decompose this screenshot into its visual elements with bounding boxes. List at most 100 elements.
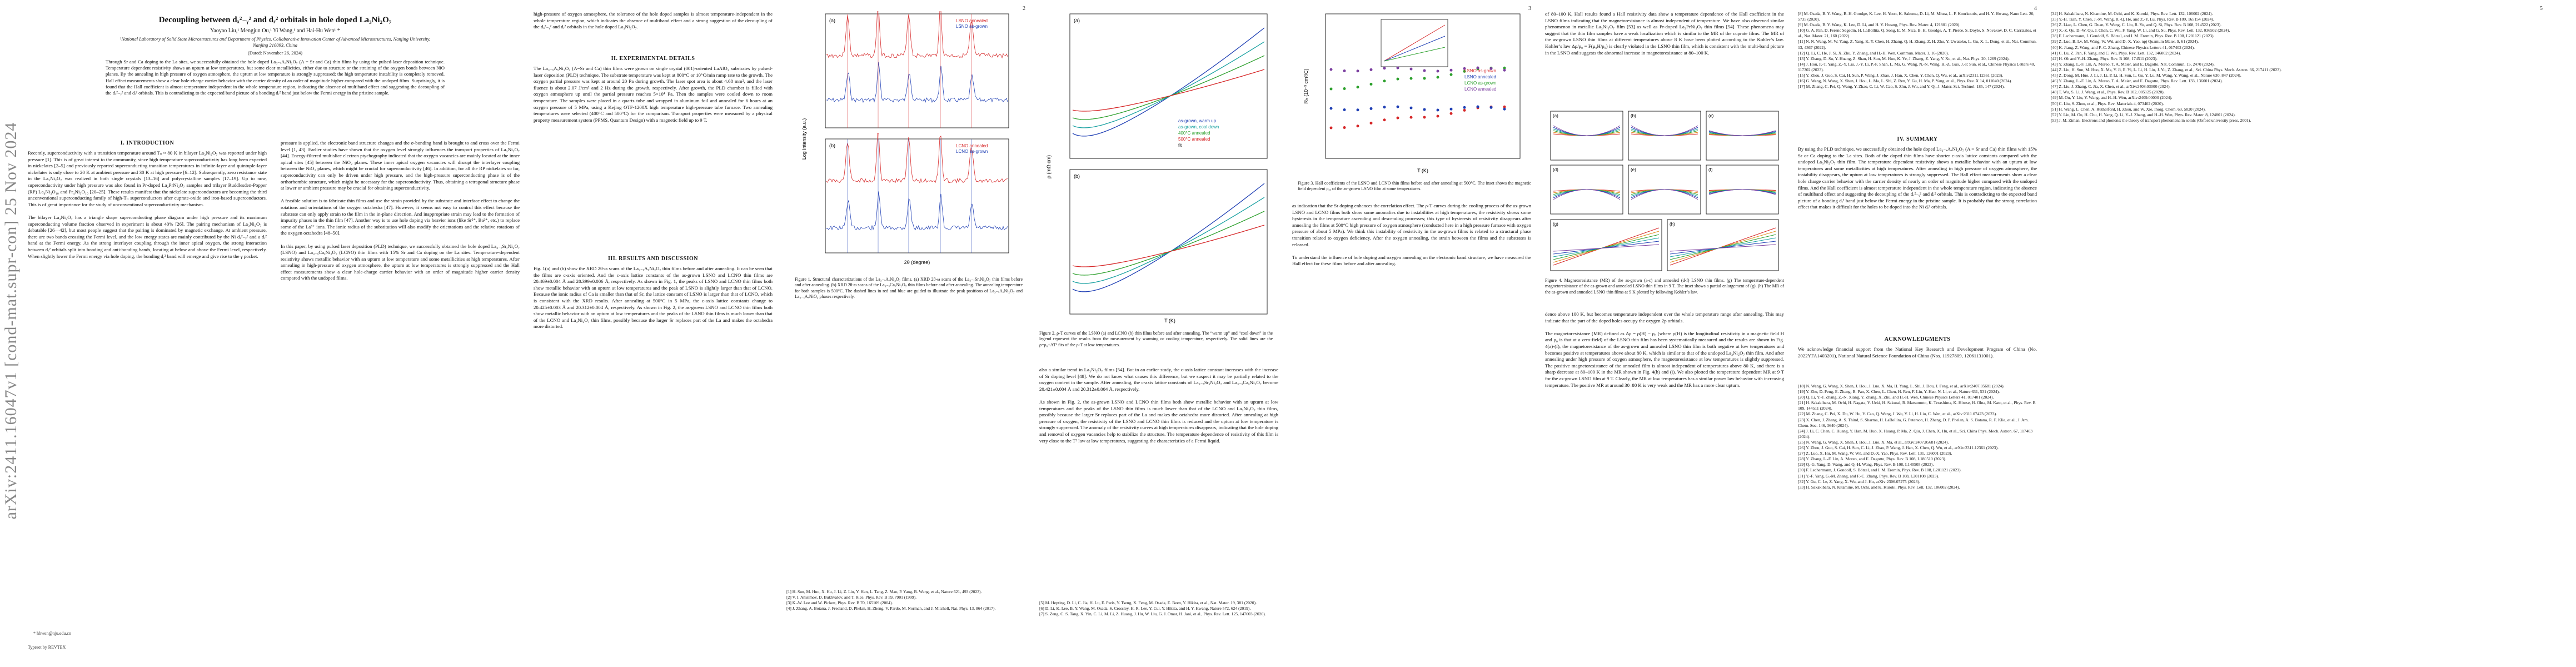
fig1-panel-b-label: (b) bbox=[829, 143, 835, 148]
fig4-curve-d-1 bbox=[1553, 189, 1621, 193]
fig4-panel-label-c: (c) bbox=[1708, 113, 1714, 118]
fig1-panel-a-label: (a) bbox=[829, 18, 835, 23]
fig2-a-curve-0 bbox=[1072, 27, 1265, 137]
authors: Yaoyao Liu,¹ Mengjun Ou,¹ Yi Wang,¹ and … bbox=[210, 28, 340, 34]
fig3-inset-line-1 bbox=[1383, 24, 1446, 62]
fig3-inset-line-2 bbox=[1383, 36, 1446, 62]
fig3-point bbox=[1383, 118, 1386, 122]
fig3-legend-3: LCNO as-grown bbox=[1464, 81, 1496, 86]
fig3-point bbox=[1423, 77, 1426, 80]
fig3-point bbox=[1329, 107, 1333, 110]
fig3-point bbox=[1476, 66, 1479, 69]
fig2-b-curves bbox=[1072, 183, 1265, 292]
fig4-curve-e-5 bbox=[1631, 189, 1698, 200]
fig3-point bbox=[1383, 106, 1386, 109]
results-text: Fig. 1(a) and (b) show the XRD 2θ-ω scan… bbox=[534, 266, 773, 330]
fig3-point bbox=[1409, 116, 1413, 119]
section-results: III. RESULTS AND DISCUSSION bbox=[607, 256, 699, 262]
fig3-point bbox=[1489, 106, 1493, 109]
references-p4-col2-b: [18] N. Wang, G. Wang, X. Shen, J. Hou, … bbox=[1798, 384, 2036, 490]
page-3: 3 (a) (b) as-grown, warm up as-grown, co… bbox=[1039, 6, 1534, 656]
fig3-point bbox=[1343, 126, 1346, 130]
fig1-a-annealed-trace bbox=[826, 4, 1008, 59]
paper-title: Decoupling between dₓ²₋ᵧ² and dᵣ² orbita… bbox=[158, 16, 392, 24]
fig3-point bbox=[1463, 108, 1466, 112]
figure-4: (a) (b) (c) (d) (e) (f) (g) (h) bbox=[1545, 108, 1784, 275]
fig3-point bbox=[1343, 108, 1346, 112]
fig3-inset-line-3 bbox=[1383, 47, 1446, 62]
fig4-panel-h bbox=[1667, 219, 1779, 271]
fig3-point bbox=[1423, 108, 1426, 111]
fig3-point bbox=[1423, 69, 1426, 72]
intro-column-1: Recently, superconductivity with a trans… bbox=[28, 150, 267, 259]
fig4-curve-c-5 bbox=[1708, 130, 1776, 136]
fig4-curve-a-5 bbox=[1553, 125, 1621, 136]
fig3-point bbox=[1356, 108, 1359, 112]
fig3-point bbox=[1436, 115, 1439, 118]
fig4-panel-d bbox=[1550, 165, 1623, 215]
fig2-xlabel: T (K) bbox=[1164, 318, 1175, 323]
experimental-text: The La₃₋ₓAₓNi₂O₇ (A=Sr and Ca) thin film… bbox=[534, 66, 773, 123]
figure-1: (a) (b) LSNO annealed LSNO as-grown LCNO… bbox=[795, 4, 1014, 272]
fig3-xlabel: T (K) bbox=[1417, 168, 1428, 173]
fig3-point bbox=[1409, 67, 1413, 71]
fig3-point bbox=[1436, 108, 1439, 112]
fig3-ylabel: Rₕ (10⁻³ cm³/C) bbox=[1303, 69, 1309, 104]
fig4-panel-a bbox=[1550, 111, 1623, 161]
fig4-curve-b-1 bbox=[1631, 132, 1698, 136]
fig2-legend-5: fit bbox=[1178, 143, 1182, 148]
page-number: 4 bbox=[2034, 6, 2037, 12]
fig1-b-asgrown-trace bbox=[826, 191, 1008, 231]
figure-3-svg: LSNO as-grown LSNO annealed LCNO as-grow… bbox=[1303, 13, 1521, 173]
fig4-panel-g bbox=[1550, 219, 1662, 271]
fig1-legend-b2: LCNO as-grown bbox=[956, 149, 988, 154]
dated: (Dated: November 26, 2024) bbox=[247, 50, 303, 56]
results-column-1-top: high-pressure of oxygen atmosphere, the … bbox=[534, 11, 773, 30]
fig2-a-curves bbox=[1072, 27, 1265, 137]
figure-4-caption: Figure 4. Magnetoresistance (MR) of the … bbox=[1545, 278, 1784, 295]
fig1-ylabel: Log Intensity (a.u.) bbox=[801, 118, 807, 160]
page-number: 5 bbox=[2540, 6, 2543, 12]
fig4-panel-c bbox=[1706, 111, 1779, 161]
fig1-a-traces bbox=[826, 4, 1008, 128]
page3-column-2: as indication that the Sr doping enhance… bbox=[1292, 203, 1531, 267]
fig3-point bbox=[1503, 66, 1506, 69]
fig4-curve-a-1 bbox=[1553, 132, 1621, 136]
page-number: 2 bbox=[1023, 6, 1025, 12]
fig4-panel-label-h: (h) bbox=[1670, 222, 1675, 227]
fig1-legend-a2: LSNO as-grown bbox=[956, 24, 988, 29]
fig3-legend-2: LSNO annealed bbox=[1464, 74, 1496, 79]
fig3-point bbox=[1463, 69, 1466, 73]
page-2: 2 high-pressure of oxygen atmosphere, th… bbox=[534, 4, 1028, 656]
fig3-point bbox=[1356, 86, 1359, 89]
fig3-point bbox=[1396, 66, 1399, 69]
fig2-b-curve-3 bbox=[1072, 225, 1265, 267]
fig3-point bbox=[1463, 106, 1466, 109]
figure-2-svg: (a) (b) as-grown, warm up as-grown, cool… bbox=[1046, 13, 1268, 323]
fig3-point bbox=[1423, 116, 1426, 119]
fig3-legend-4: LCNO annealed bbox=[1464, 87, 1496, 92]
fig3-point bbox=[1396, 77, 1399, 81]
fig3-point bbox=[1383, 67, 1386, 70]
arxiv-stamp: arXiv:2411.16047v1 [cond-mat.supr-con] 2… bbox=[2, 122, 20, 520]
fig4-curve-g-5 bbox=[1553, 244, 1660, 252]
summary-text: By using the PLD technique, we successfu… bbox=[1798, 146, 2037, 210]
fig1-b-traces bbox=[826, 132, 1008, 253]
fig4-panel-label-f: (f) bbox=[1708, 167, 1713, 172]
fig3-point bbox=[1436, 69, 1439, 73]
figure-3-caption: Figure 3. Hall coefficients of the LSNO … bbox=[1298, 181, 1531, 192]
fig2-legend-4: 500°C annealed bbox=[1178, 137, 1210, 142]
fig3-point bbox=[1503, 68, 1506, 72]
fig3-point bbox=[1369, 121, 1373, 125]
fig4-panel-f bbox=[1706, 165, 1779, 215]
fig4-panels: (a) (b) (c) (d) (e) (f) (g) (h) bbox=[1550, 111, 1779, 271]
fig2-panel-b-label: (b) bbox=[1074, 173, 1080, 179]
section-experimental: II. EXPERIMENTAL DETAILS bbox=[611, 56, 695, 62]
fig3-point bbox=[1383, 79, 1386, 83]
fig3-point bbox=[1503, 105, 1506, 108]
fig3-point bbox=[1409, 106, 1413, 109]
fig4-panel-label-d: (d) bbox=[1553, 167, 1558, 172]
fig2-panel-a-label: (a) bbox=[1074, 18, 1080, 23]
fig4-curve-b-5 bbox=[1631, 125, 1698, 136]
figure-1-svg: (a) (b) LSNO annealed LSNO as-grown LCNO… bbox=[801, 4, 1009, 265]
